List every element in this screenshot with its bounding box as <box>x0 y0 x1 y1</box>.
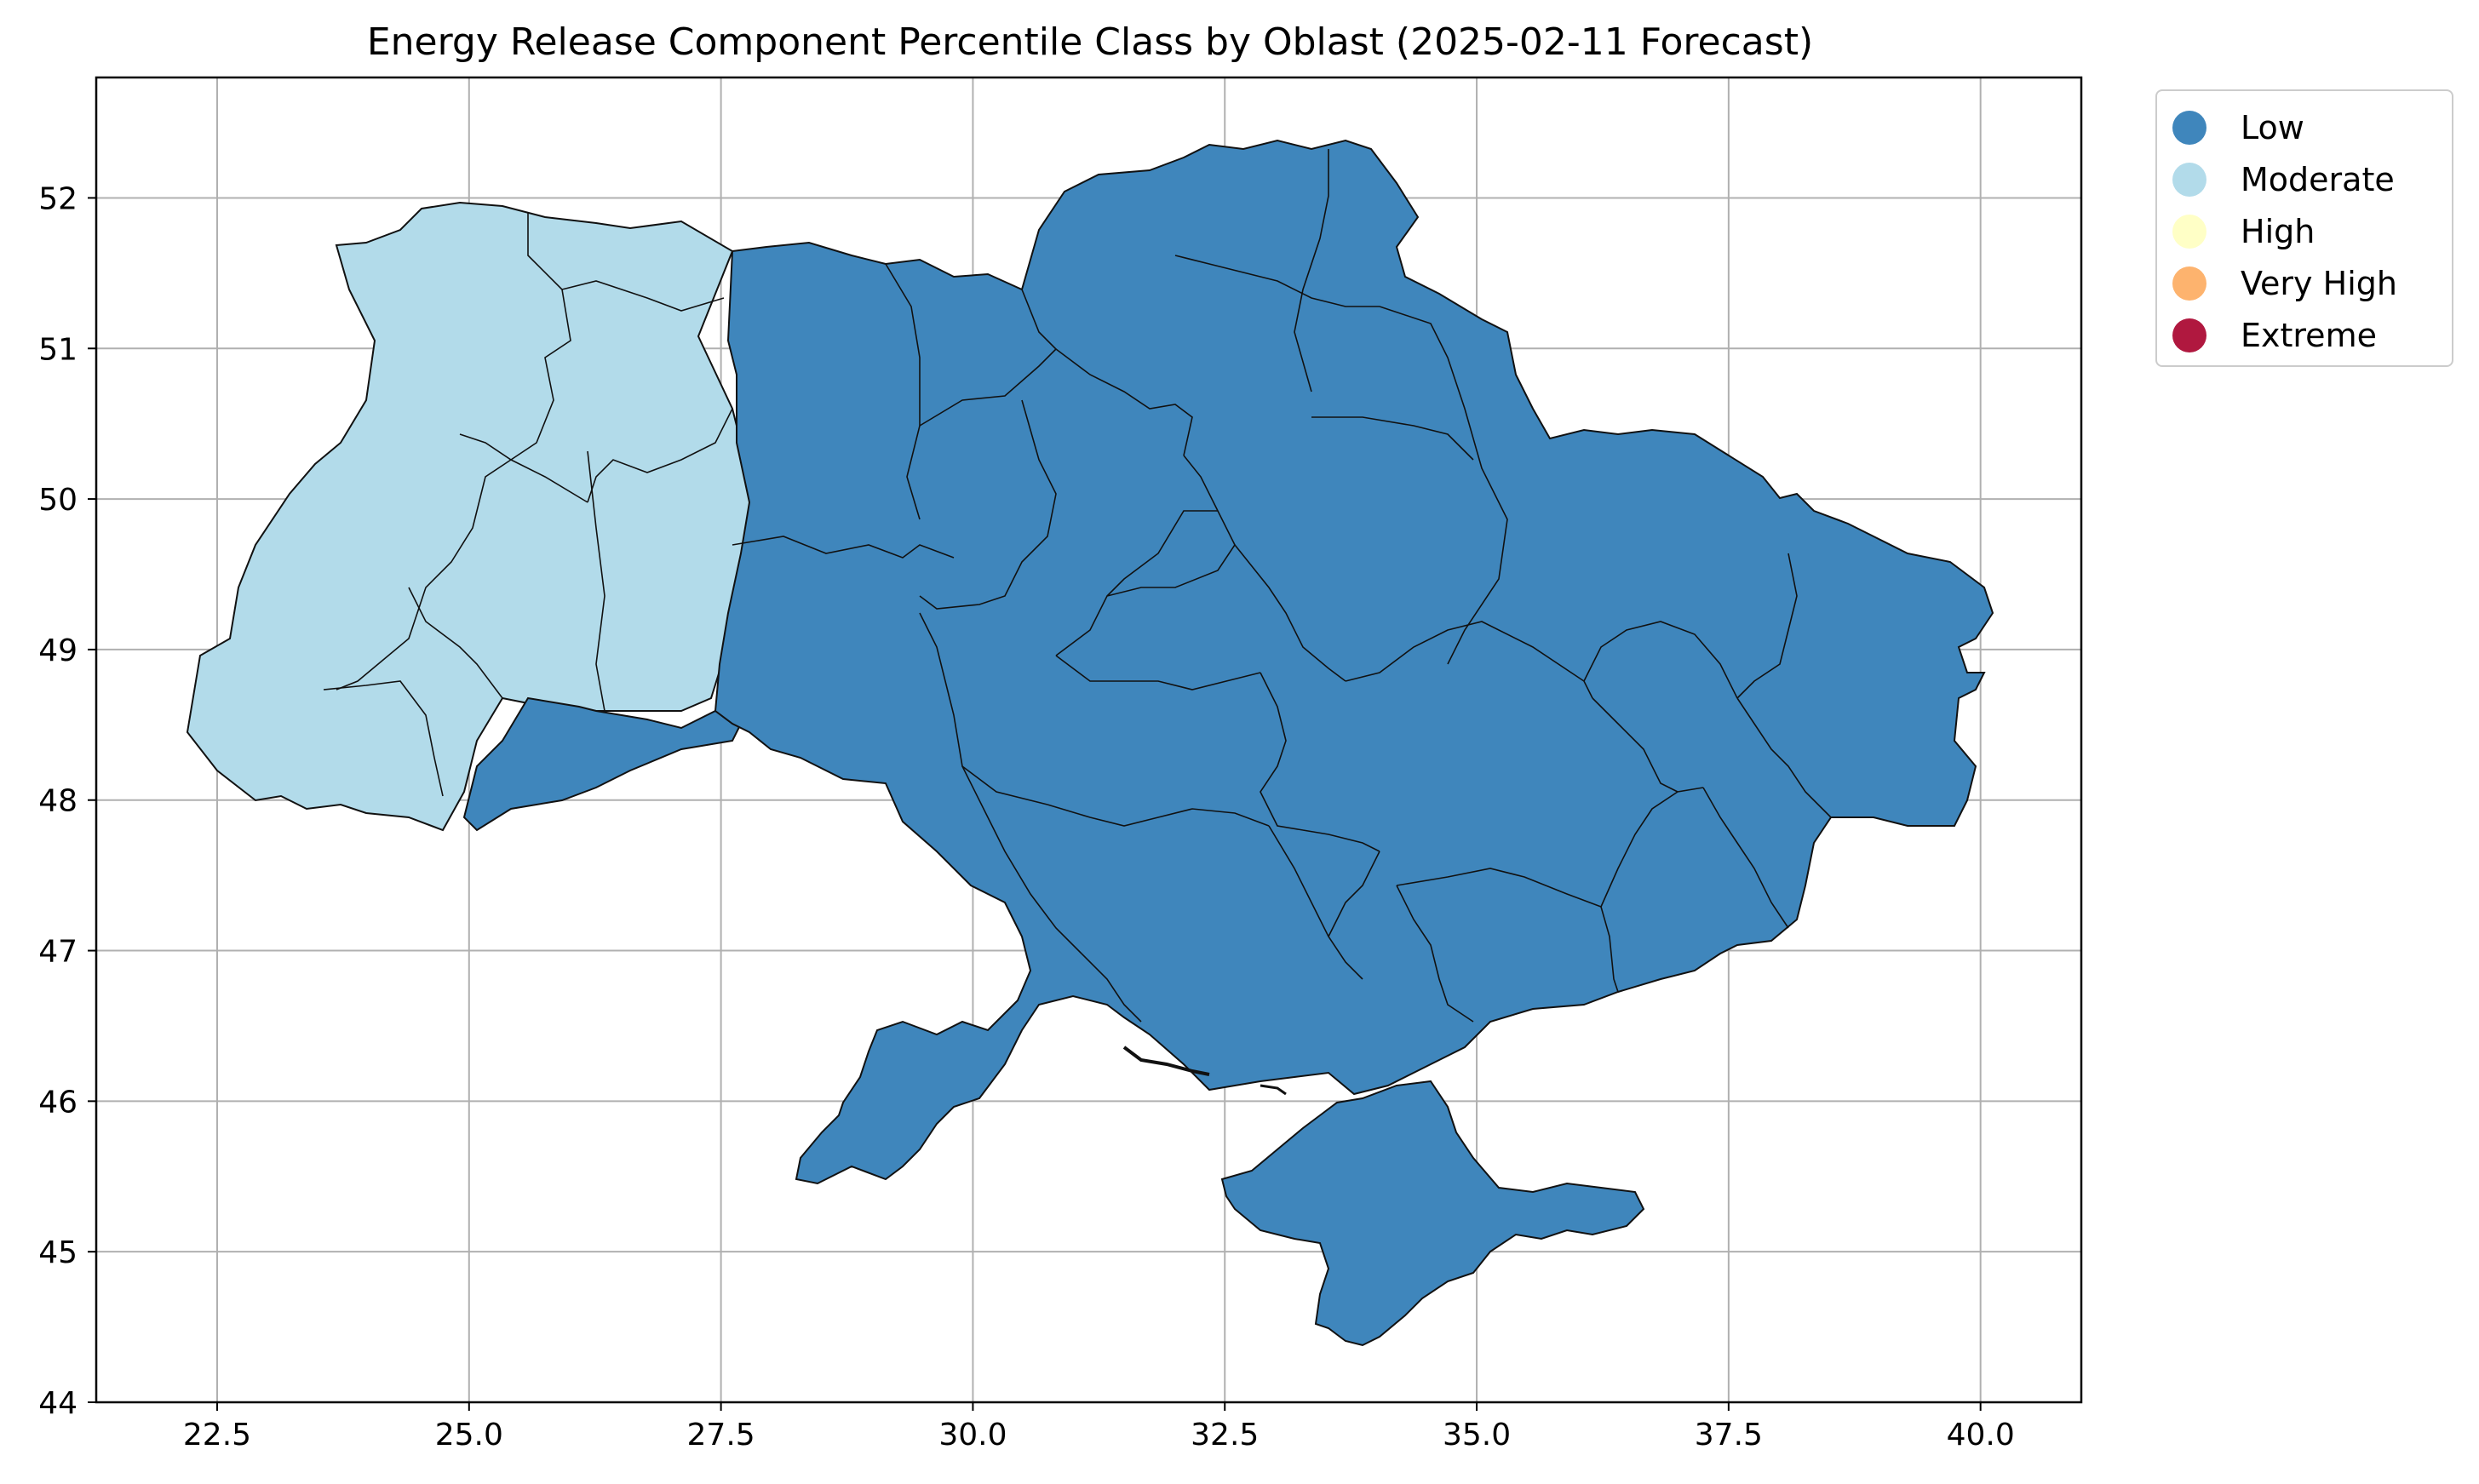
x-tick-label: 32.5 <box>1191 1418 1259 1452</box>
region-western-oblasts <box>186 201 750 832</box>
y-tick-label: 45 <box>38 1235 77 1270</box>
legend-item-very-high: Very High <box>2172 262 2397 305</box>
region-arabat-spit <box>1122 1046 1210 1076</box>
y-tick-label: 52 <box>38 181 77 216</box>
x-tick-label: 27.5 <box>687 1418 755 1452</box>
legend-label: Moderate <box>2241 161 2395 198</box>
legend-item-extreme: Extreme <box>2172 314 2377 357</box>
y-tick-label: 44 <box>38 1386 77 1421</box>
x-tick-label: 40.0 <box>1947 1418 2015 1452</box>
y-tick-label: 47 <box>38 935 77 970</box>
region-crimea <box>1220 1080 1645 1347</box>
region-chernivtsi-oblast <box>462 696 751 832</box>
x-tick-label: 22.5 <box>183 1418 251 1452</box>
x-tick-label: 30.0 <box>938 1418 1007 1452</box>
legend-marker <box>2172 318 2206 352</box>
y-tick-label: 46 <box>38 1085 77 1120</box>
y-tick-label: 50 <box>38 483 77 518</box>
legend-marker <box>2172 215 2206 249</box>
region-central-eastern-oblasts <box>714 139 1994 1185</box>
map-title: Energy Release Component Percentile Clas… <box>367 20 1813 64</box>
legend-marker <box>2172 111 2206 145</box>
legend-marker <box>2172 266 2206 301</box>
legend: Low Moderate High Very High Extreme <box>2155 89 2453 367</box>
legend-item-high: High <box>2172 210 2315 253</box>
legend-label: Low <box>2241 109 2304 146</box>
y-tick-label: 48 <box>38 784 77 819</box>
legend-marker <box>2172 163 2206 197</box>
legend-label: Extreme <box>2241 317 2377 354</box>
legend-label: Very High <box>2241 265 2397 302</box>
legend-item-low: Low <box>2172 106 2304 149</box>
axes-frame <box>95 76 2083 1404</box>
x-tick-label: 37.5 <box>1695 1418 1763 1452</box>
y-tick-label: 51 <box>38 332 77 367</box>
x-tick-label: 25.0 <box>435 1418 503 1452</box>
x-tick-label: 35.0 <box>1443 1418 1511 1452</box>
y-tick-label: 49 <box>38 633 77 668</box>
oblast-regions <box>186 139 1994 1347</box>
region-kinburn-spit <box>1260 1084 1287 1096</box>
y-axis-ticks: 44 45 46 47 48 49 50 51 52 <box>38 181 96 1421</box>
legend-label: High <box>2241 213 2315 250</box>
legend-item-moderate: Moderate <box>2172 158 2395 201</box>
x-axis-ticks: 22.5 25.0 27.5 30.0 32.5 35.0 37.5 40.0 <box>183 1402 2015 1452</box>
